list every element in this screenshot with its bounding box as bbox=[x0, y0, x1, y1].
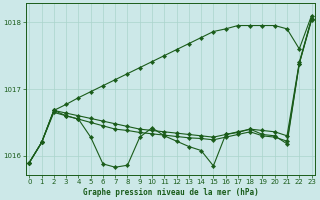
X-axis label: Graphe pression niveau de la mer (hPa): Graphe pression niveau de la mer (hPa) bbox=[83, 188, 258, 197]
